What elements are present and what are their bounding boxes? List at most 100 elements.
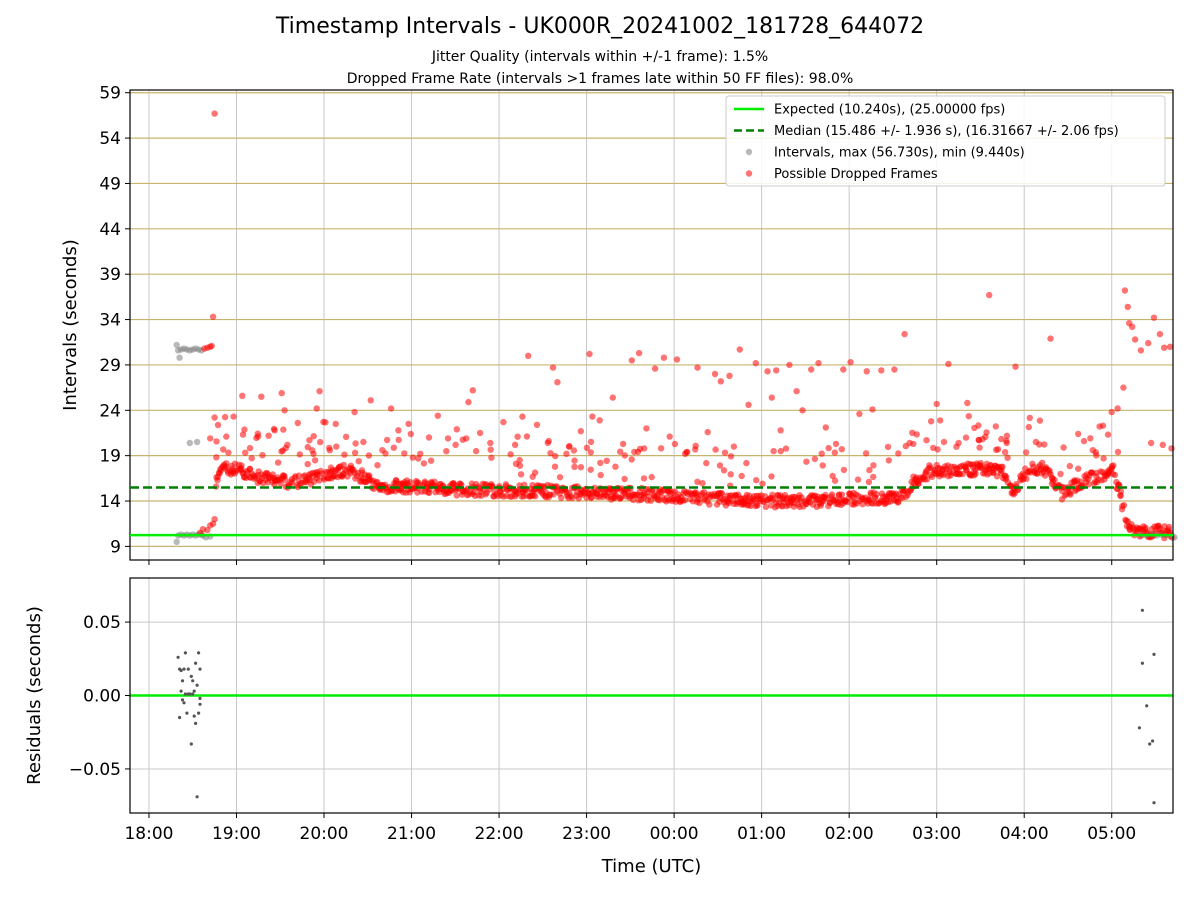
- dropped-frame-point: [720, 467, 728, 474]
- interval-point: [173, 341, 180, 349]
- dropped-frame-point: [556, 474, 564, 481]
- dropped-frame-point: [736, 346, 743, 353]
- dropped-frame-point: [469, 387, 476, 394]
- dropped-frame-point: [296, 451, 303, 458]
- dropped-frame-point: [1159, 441, 1167, 448]
- dropped-frame-point: [453, 426, 460, 433]
- dropped-frame-point: [596, 417, 603, 424]
- dropped-frame-point: [444, 435, 452, 442]
- dropped-frame-point: [829, 472, 836, 480]
- intervals-reference-lines: [130, 486, 1173, 537]
- dropped-frame-point: [258, 393, 265, 400]
- dropped-frame-point: [351, 408, 358, 416]
- dropped-frame-point: [309, 447, 316, 454]
- dropped-frame-point: [754, 502, 761, 509]
- dropped-frame-point: [517, 471, 525, 478]
- dropped-frame-point: [409, 454, 417, 461]
- x-axis-label: Time (UTC): [601, 856, 702, 877]
- dropped-frame-point: [1075, 430, 1082, 438]
- dropped-frame-point: [208, 342, 215, 350]
- dropped-frame-point: [856, 410, 863, 418]
- dropped-frame-point: [891, 366, 898, 373]
- dropped-frame-point: [558, 494, 565, 502]
- dropped-frame-point: [597, 459, 604, 467]
- dropped-frame-point: [651, 365, 659, 372]
- dropped-frame-point: [239, 431, 247, 438]
- dropped-frame-point: [1099, 422, 1107, 429]
- dropped-frame-point: [870, 462, 877, 469]
- dropped-frame-point: [463, 435, 470, 442]
- dropped-frame-point: [994, 446, 1002, 453]
- dropped-frame-point: [617, 494, 625, 501]
- dropped-frame-point: [294, 419, 301, 427]
- dropped-frame-point: [718, 490, 726, 497]
- residual-point: [185, 711, 189, 715]
- dropped-frame-point: [295, 472, 303, 479]
- residual-point: [1152, 652, 1156, 657]
- dropped-frame-point: [1120, 502, 1128, 509]
- legend-intervals-swatch: [745, 148, 753, 156]
- residual-point: [176, 655, 180, 659]
- dropped-frame-point: [673, 356, 681, 363]
- dropped-frame-point: [417, 450, 424, 457]
- dropped-frame-point: [476, 429, 484, 437]
- dropped-frame-point: [317, 438, 324, 446]
- intervals-y-tick-label: 49: [99, 174, 121, 194]
- x-tick-label: 04:00: [1000, 824, 1049, 844]
- dropped-frame-point: [326, 447, 333, 454]
- x-tick-label: 18:00: [124, 824, 173, 844]
- dropped-frame-point: [322, 419, 329, 426]
- residual-point: [198, 667, 202, 671]
- dropped-frame-point: [507, 451, 514, 458]
- dropped-frame-point: [743, 459, 750, 467]
- x-tick-label: 03:00: [912, 824, 961, 844]
- dropped-frame-point: [551, 463, 559, 470]
- dropped-frame-point: [532, 493, 539, 500]
- residual-point: [1152, 801, 1156, 805]
- dropped-frame-point: [1041, 441, 1048, 448]
- residual-point: [180, 679, 185, 683]
- dropped-frame-point: [529, 473, 536, 480]
- residual-point: [191, 692, 195, 696]
- residual-point: [179, 689, 183, 693]
- dropped-frame-point: [239, 392, 246, 399]
- residuals-y-axis-label: Residuals (seconds): [24, 606, 45, 785]
- residual-point: [198, 696, 202, 701]
- dropped-frame-point: [862, 450, 870, 457]
- dropped-frame-point: [316, 388, 323, 395]
- dropped-frame-point: [332, 420, 339, 428]
- dropped-frame-point: [992, 423, 999, 430]
- dropped-frame-point: [552, 452, 559, 460]
- dropped-frame-point: [727, 471, 734, 478]
- dropped-frame-point: [269, 471, 276, 478]
- legend-label: Intervals, max (56.730s), min (9.440s): [774, 146, 1025, 161]
- dropped-frame-point: [211, 110, 218, 117]
- dropped-frame-point: [869, 406, 876, 413]
- dropped-frame-point: [808, 366, 815, 373]
- dropped-frame-point: [964, 399, 971, 407]
- dropped-frame-point: [635, 349, 643, 357]
- dropped-frame-point: [259, 452, 266, 459]
- dropped-frame-point: [1114, 405, 1121, 412]
- dropped-frame-point: [822, 424, 829, 431]
- residual-point: [195, 795, 199, 799]
- dropped-frame-point: [619, 440, 627, 448]
- dropped-frame-point: [1147, 439, 1155, 447]
- dropped-frame-point: [333, 443, 340, 450]
- dropped-frame-point: [310, 433, 317, 440]
- dropped-frame-point: [204, 526, 211, 534]
- dropped-frame-point: [923, 437, 930, 444]
- intervals-y-tick-label: 9: [110, 537, 121, 557]
- dropped-frame-point: [488, 454, 495, 461]
- dropped-frame-point: [523, 433, 531, 440]
- residual-point: [180, 698, 185, 702]
- dropped-frame-point: [703, 459, 710, 467]
- dropped-frame-point: [407, 430, 414, 438]
- dropped-frame-point: [901, 330, 908, 338]
- dropped-frame-point: [777, 427, 784, 434]
- dropped-frame-point: [933, 400, 940, 408]
- dropped-frame-point: [352, 440, 359, 447]
- dropped-frame-point: [342, 433, 350, 440]
- dropped-frame-point: [425, 434, 433, 441]
